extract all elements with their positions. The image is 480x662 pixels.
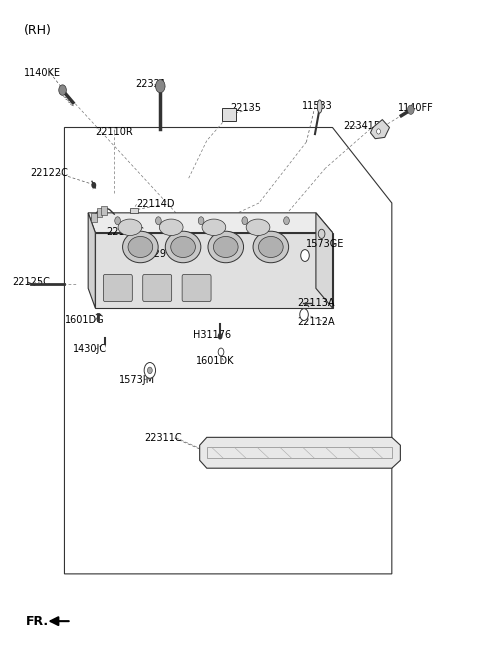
Text: (RH): (RH) xyxy=(24,24,52,37)
Text: 1573GE: 1573GE xyxy=(306,240,345,250)
FancyBboxPatch shape xyxy=(130,208,138,213)
Polygon shape xyxy=(76,207,96,292)
Circle shape xyxy=(198,216,204,224)
Text: 22311C: 22311C xyxy=(144,433,182,443)
Circle shape xyxy=(408,105,414,115)
Circle shape xyxy=(59,85,66,95)
Text: 22110R: 22110R xyxy=(96,127,133,137)
Polygon shape xyxy=(76,193,340,314)
Ellipse shape xyxy=(208,231,243,263)
Text: 22124C: 22124C xyxy=(106,227,144,237)
Circle shape xyxy=(377,129,381,134)
Circle shape xyxy=(318,229,325,238)
Text: 22125C: 22125C xyxy=(12,277,50,287)
Polygon shape xyxy=(316,213,333,308)
Polygon shape xyxy=(371,120,389,138)
Text: 1140FF: 1140FF xyxy=(397,103,433,113)
Ellipse shape xyxy=(317,100,322,113)
FancyBboxPatch shape xyxy=(101,207,107,215)
Ellipse shape xyxy=(122,231,158,263)
Ellipse shape xyxy=(202,219,226,236)
Text: 22129: 22129 xyxy=(136,249,167,260)
Polygon shape xyxy=(88,213,333,232)
Circle shape xyxy=(144,363,156,378)
Text: 11533: 11533 xyxy=(301,101,333,111)
Text: 1140KE: 1140KE xyxy=(24,68,61,78)
Text: H31176: H31176 xyxy=(192,330,231,340)
Ellipse shape xyxy=(159,219,183,236)
Circle shape xyxy=(218,348,224,356)
Circle shape xyxy=(92,182,96,189)
Circle shape xyxy=(301,250,309,261)
Circle shape xyxy=(242,216,248,224)
Circle shape xyxy=(300,308,308,320)
Ellipse shape xyxy=(165,231,201,263)
Text: 1430JC: 1430JC xyxy=(73,344,107,354)
FancyBboxPatch shape xyxy=(182,275,211,301)
Ellipse shape xyxy=(128,236,153,258)
Polygon shape xyxy=(200,438,400,468)
FancyBboxPatch shape xyxy=(91,213,96,222)
Ellipse shape xyxy=(246,219,270,236)
Ellipse shape xyxy=(214,236,238,258)
Text: 22135: 22135 xyxy=(230,103,262,113)
FancyBboxPatch shape xyxy=(96,209,102,217)
Text: 1601DK: 1601DK xyxy=(196,355,235,365)
Text: 22114D: 22114D xyxy=(137,199,175,209)
Text: 22112A: 22112A xyxy=(297,318,335,328)
Circle shape xyxy=(115,216,120,224)
Polygon shape xyxy=(88,213,96,308)
Ellipse shape xyxy=(171,236,195,258)
Text: 22122C: 22122C xyxy=(30,168,68,179)
Text: 22341B: 22341B xyxy=(343,121,381,131)
Ellipse shape xyxy=(118,219,142,236)
Text: 22113A: 22113A xyxy=(297,298,335,308)
Text: 1601DG: 1601DG xyxy=(64,316,104,326)
Text: 1573JM: 1573JM xyxy=(119,375,155,385)
FancyBboxPatch shape xyxy=(103,275,132,301)
Ellipse shape xyxy=(259,236,283,258)
Ellipse shape xyxy=(253,231,288,263)
Text: FR.: FR. xyxy=(25,614,48,628)
Circle shape xyxy=(284,216,289,224)
Circle shape xyxy=(156,216,161,224)
Circle shape xyxy=(147,367,152,373)
Polygon shape xyxy=(96,232,333,308)
FancyBboxPatch shape xyxy=(222,108,236,121)
Circle shape xyxy=(156,79,165,93)
FancyBboxPatch shape xyxy=(143,275,172,301)
Circle shape xyxy=(218,333,222,340)
Text: 22321: 22321 xyxy=(136,79,167,89)
